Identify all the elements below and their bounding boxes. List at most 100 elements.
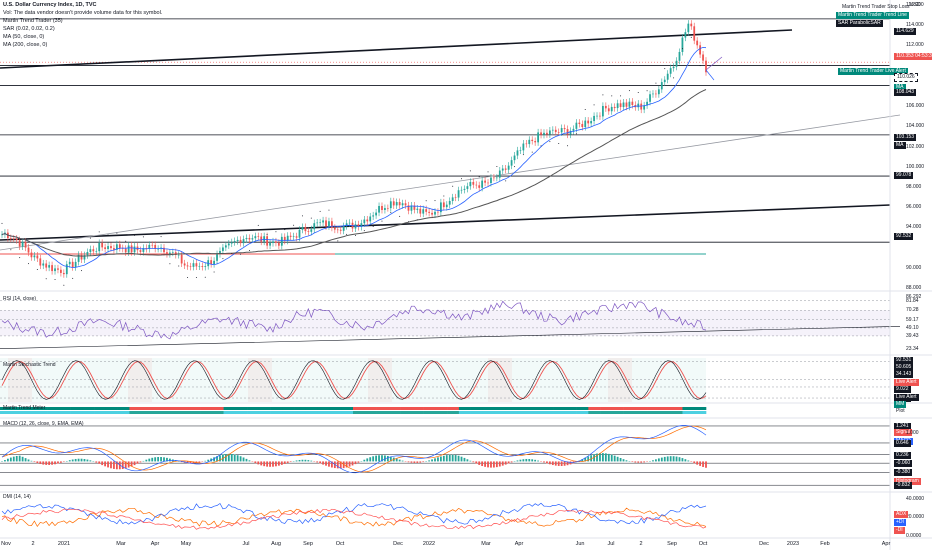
candle-body-101 bbox=[298, 229, 301, 238]
candle-body-117 bbox=[345, 223, 348, 227]
macd-hist-83 bbox=[245, 458, 248, 462]
meter-top-48 bbox=[564, 407, 577, 410]
sar-dot-102 bbox=[301, 215, 303, 217]
sar-dot-171 bbox=[505, 180, 507, 182]
candle-body-77 bbox=[227, 243, 230, 246]
candle-body-191 bbox=[563, 128, 566, 130]
macd-hist-55 bbox=[163, 457, 165, 462]
meter-bot-10 bbox=[117, 411, 130, 414]
indicator-ma200[interactable]: MA (200, close, 0) bbox=[3, 42, 48, 48]
candle-body-113 bbox=[333, 227, 336, 230]
macd-hist-215 bbox=[634, 461, 637, 463]
indicator-sar[interactable]: SAR (0.02, 0.02, 0.2) bbox=[3, 26, 55, 32]
candle-body-85 bbox=[251, 238, 254, 240]
macd-hist-72 bbox=[213, 457, 215, 462]
sar-dot-63 bbox=[187, 276, 189, 278]
candle-body-17 bbox=[51, 265, 53, 272]
sar-dot-156 bbox=[461, 178, 463, 180]
candle-body-144 bbox=[425, 209, 428, 212]
meter-bot-41 bbox=[482, 411, 495, 414]
sar-dot-147 bbox=[434, 200, 436, 202]
candle-body-177 bbox=[522, 143, 525, 151]
sar-dot-222 bbox=[655, 82, 657, 84]
meter-top-55 bbox=[647, 407, 660, 410]
macd-hist-207 bbox=[610, 454, 613, 462]
indicator-ma50[interactable]: MA (50, close, 0) bbox=[3, 34, 45, 40]
meter-pane-label[interactable]: Martin Trend Meter bbox=[3, 405, 46, 411]
sar-dot-162 bbox=[478, 176, 480, 178]
meter-top-19 bbox=[223, 407, 236, 410]
meter-bot-50 bbox=[588, 411, 601, 414]
macd-hist-54 bbox=[160, 457, 162, 462]
candle-body-50 bbox=[148, 244, 151, 250]
rsi-trend-line bbox=[0, 326, 901, 349]
candle-body-218 bbox=[643, 105, 646, 110]
macd-hist-110 bbox=[325, 461, 327, 466]
macd-hist-98 bbox=[289, 461, 292, 463]
candle-body-172 bbox=[507, 165, 510, 170]
candle-body-180 bbox=[531, 139, 534, 142]
stoch-pane-label[interactable]: Martin Stochastic Trend bbox=[3, 362, 56, 368]
candle-body-42 bbox=[124, 248, 127, 253]
meter-bot-12 bbox=[141, 411, 154, 414]
macd-hist-29 bbox=[86, 459, 89, 462]
macd-hist-202 bbox=[596, 453, 598, 462]
candle-body-97 bbox=[286, 235, 289, 241]
candle-body-4 bbox=[12, 238, 15, 240]
ma200-line bbox=[1, 89, 707, 257]
macd-hist-67 bbox=[198, 461, 201, 463]
macd-hist-16 bbox=[48, 461, 51, 465]
candle-body-18 bbox=[54, 268, 56, 272]
indicator-martin-trend-trader[interactable]: Martin Trend Trader (35) bbox=[3, 18, 63, 24]
candle-body-10 bbox=[30, 252, 33, 258]
sar-dot-138 bbox=[407, 221, 409, 223]
meter-bot-1 bbox=[11, 411, 24, 414]
candle-body-217 bbox=[640, 103, 643, 110]
macd-hist-156 bbox=[460, 456, 463, 462]
meter-bot-9 bbox=[105, 411, 118, 414]
meter-bot-28 bbox=[329, 411, 342, 414]
macd-hist-178 bbox=[525, 458, 528, 462]
candle-body-161 bbox=[475, 184, 478, 186]
candle-body-192 bbox=[566, 129, 569, 135]
candle-body-238 bbox=[702, 54, 704, 61]
macd-hist-169 bbox=[498, 461, 501, 467]
sar-dot-210 bbox=[620, 95, 622, 97]
macd-hist-118 bbox=[348, 461, 351, 467]
main-price-tag-8: 92.532 bbox=[894, 233, 914, 240]
macd-hist-90 bbox=[266, 461, 269, 467]
meter-bot-44 bbox=[517, 411, 530, 414]
macd-hist-206 bbox=[607, 453, 610, 462]
meter-bot-20 bbox=[235, 411, 248, 414]
macd-tag-7: -0.380 bbox=[894, 469, 913, 477]
candle-body-216 bbox=[637, 103, 640, 108]
main-price-tag-3: MA bbox=[894, 84, 906, 91]
meter-bot-47 bbox=[553, 411, 566, 414]
macd-hist-147 bbox=[434, 458, 436, 462]
meter-top-16 bbox=[188, 407, 201, 410]
meter-bot-49 bbox=[576, 411, 589, 414]
macd-hist-91 bbox=[269, 461, 271, 467]
macd-hist-212 bbox=[625, 460, 628, 462]
candle-body-100 bbox=[295, 236, 298, 238]
meter-bot-32 bbox=[376, 411, 389, 414]
stoch-tag-7: MM bbox=[894, 401, 907, 408]
macd-hist-17 bbox=[51, 461, 53, 465]
macd-hist-140 bbox=[413, 461, 416, 463]
macd-hist-153 bbox=[451, 454, 454, 462]
candle-body-212 bbox=[625, 102, 628, 107]
candle-body-133 bbox=[392, 201, 395, 206]
candle-body-29 bbox=[86, 252, 89, 256]
candle-body-21 bbox=[62, 272, 65, 275]
rsi-pane-label[interactable]: RSI (14, close) bbox=[3, 296, 37, 302]
meter-bot-24 bbox=[282, 411, 295, 414]
macd-hist-190 bbox=[560, 461, 563, 467]
macd-pane-label[interactable]: MACD (12, 26, close, 9, EMA, EMA) bbox=[3, 421, 84, 427]
candle-body-8 bbox=[24, 241, 27, 248]
macd-hist-218 bbox=[643, 461, 646, 463]
sar-dot-81 bbox=[240, 253, 242, 255]
dmi-pane-label[interactable]: DMI (14, 14) bbox=[3, 494, 31, 500]
macd-hist-15 bbox=[45, 461, 48, 465]
macd-hist-155 bbox=[457, 455, 460, 462]
